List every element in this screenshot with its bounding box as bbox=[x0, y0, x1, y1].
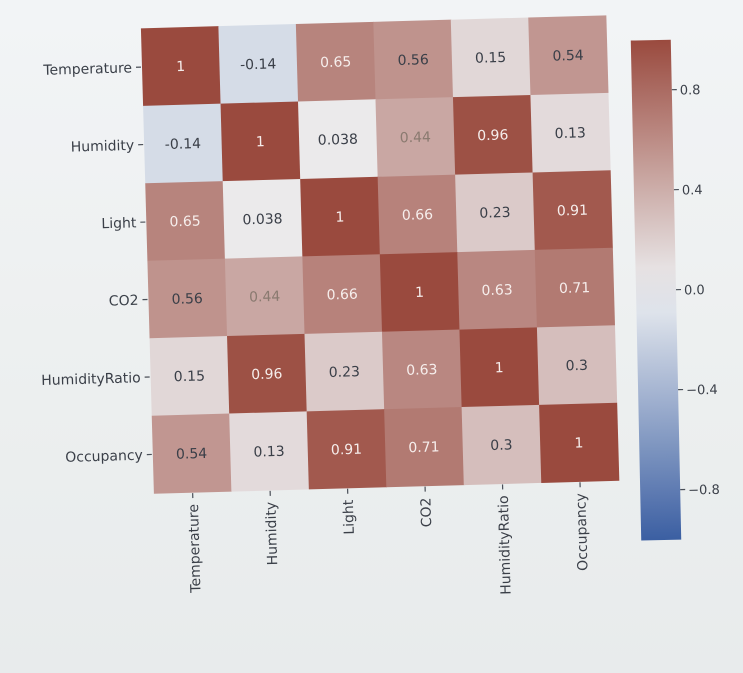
heatmap-cell bbox=[528, 15, 609, 96]
row-label: Temperature bbox=[42, 60, 132, 78]
heatmap-cell-label: 1 bbox=[335, 209, 344, 225]
heatmap-cell bbox=[450, 17, 532, 98]
heatmap-cell bbox=[222, 178, 303, 260]
heatmap-cell-label: 0.65 bbox=[169, 214, 201, 231]
heatmap-cell-label: 0.96 bbox=[477, 127, 509, 144]
heatmap-cell bbox=[375, 97, 456, 178]
column-labels: Temperature Humidity Light CO2 HumidityRatio… bbox=[186, 482, 591, 595]
heatmap-cell-label: 0.3 bbox=[565, 358, 588, 375]
heatmap-cell bbox=[302, 254, 383, 335]
heatmap-cell bbox=[151, 413, 232, 494]
heatmap-cell bbox=[227, 333, 308, 415]
heatmap-cell bbox=[534, 247, 616, 329]
heatmap-cell-label: 1 bbox=[574, 435, 583, 451]
heatmap-cell bbox=[300, 176, 381, 258]
heatmap-cell bbox=[229, 411, 310, 492]
heatmap-cell-label: 0.65 bbox=[320, 54, 352, 71]
heatmap-cell-label: 1 bbox=[176, 59, 185, 75]
heatmap-cell bbox=[536, 325, 618, 406]
heatmap-cell bbox=[143, 103, 224, 184]
row-labels: Temperature Humidity Light CO2 HumidityRatio… bbox=[41, 60, 152, 466]
heatmap-cell-label: 0.13 bbox=[554, 125, 586, 142]
heatmap-cell-label: -0.14 bbox=[240, 56, 277, 73]
heatmap-cell-label: 0.91 bbox=[557, 203, 589, 220]
heatmap-cell bbox=[384, 407, 465, 488]
heatmap-cell bbox=[532, 170, 613, 251]
heatmap-cell bbox=[459, 327, 540, 408]
colorbar-tick-label: 0.0 bbox=[684, 283, 705, 298]
heatmap-cell-label: 0.44 bbox=[249, 289, 281, 306]
colorbar-gradient bbox=[630, 39, 682, 541]
column-label: Occupancy bbox=[573, 493, 591, 571]
heatmap-cell-label: 0.54 bbox=[176, 446, 208, 463]
heatmap-cell-label: 0.54 bbox=[552, 48, 584, 65]
heatmap-cell bbox=[539, 402, 620, 483]
heatmap-cell bbox=[377, 174, 458, 255]
heatmap-cell-label: 0.63 bbox=[406, 362, 438, 379]
heatmap-cell bbox=[457, 249, 538, 331]
heatmap-cell bbox=[379, 252, 461, 333]
heatmap-cell-label: 1 bbox=[256, 134, 265, 150]
column-label: Light bbox=[341, 499, 358, 535]
heatmap-cell-label: 0.3 bbox=[490, 437, 513, 454]
heatmap-cell bbox=[381, 329, 463, 410]
heatmap-cell bbox=[149, 336, 230, 417]
heatmap-cell-label: 0.23 bbox=[479, 205, 511, 222]
heatmap-cell-label: 0.66 bbox=[326, 287, 358, 304]
heatmap-cell-label: 0.91 bbox=[331, 442, 363, 459]
heatmap-cell bbox=[224, 256, 306, 337]
column-label: Temperature bbox=[186, 504, 204, 594]
heatmap-cell-label: 0.038 bbox=[318, 132, 359, 149]
heatmap-cell-label: 0.44 bbox=[400, 130, 432, 147]
heatmap-cell-label: 0.56 bbox=[397, 52, 429, 69]
heatmap-cell-label: 0.96 bbox=[251, 366, 283, 383]
colorbar-tick-label: 0.4 bbox=[682, 183, 703, 198]
heatmap-cell-label: 0.15 bbox=[174, 368, 206, 385]
heatmap-cell-label: 0.66 bbox=[402, 207, 434, 224]
row-label: Humidity bbox=[71, 138, 135, 156]
colorbar-tick-label: 0.8 bbox=[680, 83, 701, 98]
column-label: Humidity bbox=[263, 502, 281, 566]
heatmap-cells: 1 -0.14 0.65 0.56 0.15 0.54 -0.14 1 0.038 0.44 0.9… bbox=[140, 15, 620, 494]
heatmap-cell-label: 0.71 bbox=[559, 280, 591, 297]
heatmap-cell bbox=[455, 172, 536, 253]
heatmap-cell bbox=[140, 26, 222, 107]
heatmap-cell-label: -0.14 bbox=[165, 136, 202, 153]
heatmap-cell-label: 0.63 bbox=[481, 282, 513, 299]
heatmap-cell bbox=[218, 23, 299, 105]
heatmap-cell-label: 0.15 bbox=[475, 50, 507, 67]
colorbar: 0.8 0.4 0.0 −0.4 −0.8 bbox=[630, 39, 720, 541]
heatmap-cell bbox=[147, 258, 228, 339]
heatmap-cell-label: 0.56 bbox=[171, 291, 203, 308]
colorbar-tick-label: −0.4 bbox=[686, 383, 718, 399]
heatmap-cell bbox=[306, 409, 387, 490]
colorbar-tick-label: −0.8 bbox=[688, 483, 720, 499]
heatmap-cell bbox=[461, 404, 542, 486]
column-label: HumidityRatio bbox=[496, 495, 515, 595]
heatmap-cell-label: 0.13 bbox=[253, 444, 285, 461]
heatmap-cell-label: 0.038 bbox=[242, 211, 283, 228]
row-label: CO2 bbox=[109, 293, 139, 310]
row-label: Light bbox=[101, 215, 137, 232]
heatmap-cell bbox=[145, 181, 226, 262]
heatmap-cell bbox=[530, 92, 611, 174]
row-label: HumidityRatio bbox=[41, 370, 141, 389]
heatmap-cell bbox=[373, 19, 454, 100]
heatmap-cell bbox=[220, 101, 301, 182]
heatmap-cell-label: 1 bbox=[495, 360, 504, 376]
heatmap-cell bbox=[452, 94, 534, 176]
heatmap-cell-label: 1 bbox=[415, 285, 424, 301]
heatmap-cell bbox=[295, 21, 377, 103]
row-label: Occupancy bbox=[65, 448, 143, 466]
column-label: CO2 bbox=[418, 497, 435, 527]
heatmap-cell bbox=[298, 99, 379, 180]
heatmap-cell-label: 0.23 bbox=[329, 364, 361, 381]
heatmap-cell-label: 0.71 bbox=[408, 439, 440, 456]
heatmap-cell bbox=[304, 331, 385, 412]
